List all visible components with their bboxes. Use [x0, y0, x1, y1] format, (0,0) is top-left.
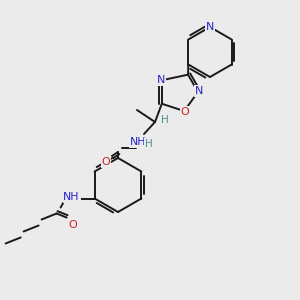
Text: N: N	[157, 75, 165, 85]
Text: O: O	[181, 107, 190, 117]
Text: NH: NH	[63, 193, 80, 202]
Text: O: O	[102, 157, 110, 167]
Text: N: N	[206, 22, 214, 32]
Text: H: H	[145, 139, 153, 149]
Text: N: N	[195, 86, 203, 96]
Text: NH: NH	[130, 137, 146, 147]
Text: O: O	[68, 220, 77, 230]
Text: H: H	[161, 115, 169, 125]
